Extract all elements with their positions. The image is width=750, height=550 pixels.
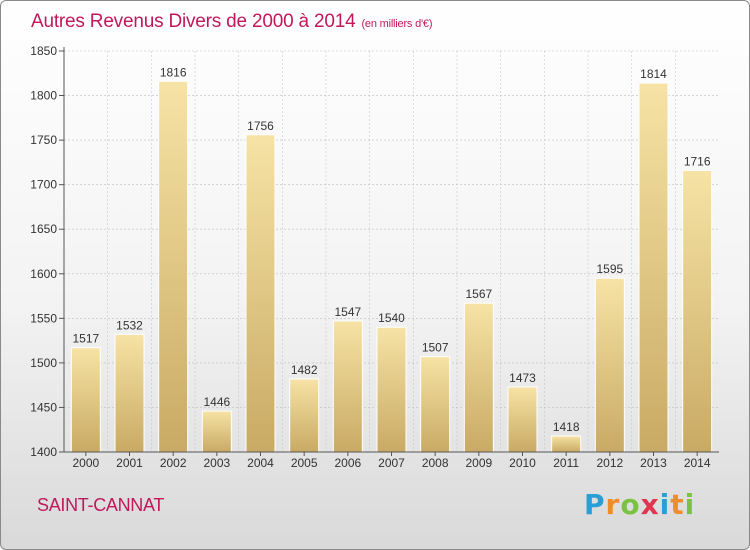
bar-value-label: 1814 bbox=[640, 67, 667, 81]
y-tick-label: 1650 bbox=[30, 222, 57, 236]
brand-letter: i bbox=[684, 488, 696, 521]
x-tick-label: 2000 bbox=[72, 456, 99, 470]
y-tick-label: 1400 bbox=[30, 445, 57, 459]
x-tick-label: 2003 bbox=[203, 456, 230, 470]
bar-2007 bbox=[376, 326, 407, 453]
bar-2012 bbox=[594, 277, 625, 453]
y-tick-label: 1550 bbox=[30, 311, 57, 325]
bar-2014 bbox=[682, 169, 713, 453]
x-tick-label: 2002 bbox=[160, 456, 187, 470]
bar-2011 bbox=[551, 435, 582, 453]
bar-2009 bbox=[463, 302, 494, 453]
bar-value-label: 1418 bbox=[553, 420, 580, 434]
bar-value-label: 1756 bbox=[247, 119, 274, 133]
chart-subtitle: (en milliers d'€) bbox=[361, 18, 433, 30]
bar-2010 bbox=[507, 386, 538, 453]
bar-2000 bbox=[70, 347, 101, 453]
brand-letter: r bbox=[605, 488, 621, 521]
brand-logo: Proxiti bbox=[584, 488, 695, 521]
x-tick-label: 2013 bbox=[640, 456, 667, 470]
x-tick-label: 2007 bbox=[378, 456, 405, 470]
x-tick-label: 2006 bbox=[334, 456, 361, 470]
x-tick-label: 2010 bbox=[509, 456, 536, 470]
brand-letter: x bbox=[640, 488, 660, 521]
bar-2008 bbox=[420, 356, 451, 453]
bar-value-label: 1816 bbox=[160, 65, 187, 79]
y-tick-label: 1800 bbox=[30, 89, 57, 103]
y-tick-label: 1850 bbox=[30, 44, 57, 58]
y-tick-label: 1450 bbox=[30, 400, 57, 414]
bar-2005 bbox=[289, 378, 320, 453]
brand-letter: i bbox=[659, 488, 671, 521]
x-tick-label: 2005 bbox=[291, 456, 318, 470]
bar-value-label: 1595 bbox=[596, 262, 623, 276]
bar-value-label: 1517 bbox=[72, 332, 99, 346]
bar-2004 bbox=[245, 134, 276, 453]
chart-title-text: Autres Revenus Divers de 2000 à 2014 bbox=[31, 11, 356, 32]
bar-value-label: 1567 bbox=[465, 287, 492, 301]
chart-title: Autres Revenus Divers de 2000 à 2014 (en … bbox=[31, 11, 432, 33]
bar-value-label: 1532 bbox=[116, 318, 143, 332]
x-tick-label: 2004 bbox=[247, 456, 274, 470]
bar-2001 bbox=[114, 333, 145, 453]
bar-value-label: 1473 bbox=[509, 371, 536, 385]
bar-2002 bbox=[158, 80, 189, 453]
x-tick-label: 2009 bbox=[465, 456, 492, 470]
bar-value-label: 1446 bbox=[203, 395, 230, 409]
y-tick-label: 1500 bbox=[30, 356, 57, 370]
brand-letter: o bbox=[620, 488, 641, 521]
brand-letter: t bbox=[670, 488, 685, 521]
x-tick-label: 2008 bbox=[422, 456, 449, 470]
x-tick-label: 2012 bbox=[596, 456, 623, 470]
axis-layer: 1400 1450 1500 1550 1600 1650 1700 1750 1800 1850… bbox=[30, 44, 719, 470]
x-tick-label: 2001 bbox=[116, 456, 143, 470]
bar-2003 bbox=[201, 410, 232, 453]
bar-value-label: 1507 bbox=[422, 341, 449, 355]
bar-value-label: 1540 bbox=[378, 311, 405, 325]
y-tick-label: 1750 bbox=[30, 133, 57, 147]
brand-letter: P bbox=[584, 488, 606, 521]
bar-value-label: 1547 bbox=[334, 305, 361, 319]
bar-2006 bbox=[332, 320, 363, 453]
y-tick-label: 1700 bbox=[30, 178, 57, 192]
x-tick-label: 2011 bbox=[553, 456, 579, 470]
y-tick-label: 1600 bbox=[30, 267, 57, 281]
bar-value-label: 1482 bbox=[291, 363, 318, 377]
place-name: SAINT-CANNAT bbox=[37, 495, 165, 515]
bar-value-label: 1716 bbox=[684, 154, 711, 168]
x-tick-label: 2014 bbox=[684, 456, 711, 470]
bar-2013 bbox=[638, 82, 669, 453]
bars-layer: 1517 1532 1816 1446 1756 1482 1547 1540 1507 1567… bbox=[70, 65, 713, 453]
